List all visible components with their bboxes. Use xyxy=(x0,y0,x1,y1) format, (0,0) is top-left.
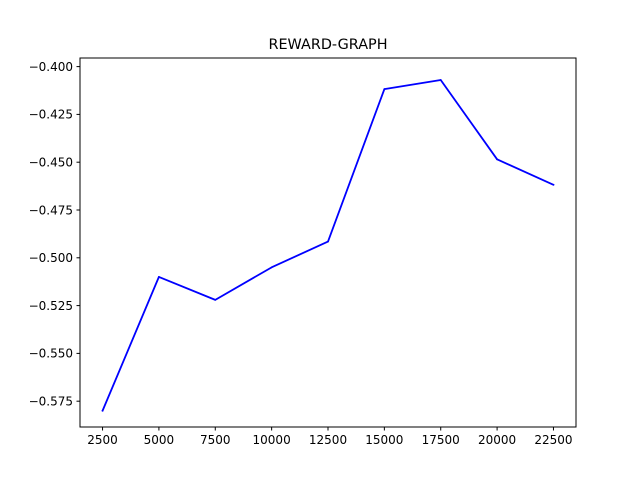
y-tick-label: −0.425 xyxy=(29,108,73,122)
y-tick-label: −0.500 xyxy=(29,251,73,265)
data-point xyxy=(439,79,442,81)
y-tick-label: −0.550 xyxy=(29,347,73,361)
data-point xyxy=(158,276,160,278)
data-point xyxy=(496,158,498,161)
x-tick-label: 7500 xyxy=(200,433,231,447)
data-point xyxy=(552,183,555,186)
x-tick-label: 17500 xyxy=(422,433,460,447)
y-tick-label: −0.475 xyxy=(29,203,73,217)
x-tick-label: 10000 xyxy=(253,433,291,447)
data-point xyxy=(270,266,273,269)
y-tick-label: −0.450 xyxy=(29,155,73,169)
x-tick-label: 2500 xyxy=(87,433,118,447)
x-tick-label: 20000 xyxy=(478,433,516,447)
data-point xyxy=(101,409,104,412)
y-tick-label: −0.525 xyxy=(29,299,73,313)
data-point xyxy=(327,240,329,243)
x-tick-label: 22500 xyxy=(534,433,572,447)
chart-title: REWARD-GRAPH xyxy=(268,37,387,53)
y-tick-label: −0.400 xyxy=(29,60,73,74)
data-point xyxy=(383,88,386,91)
y-tick-label: −0.575 xyxy=(29,394,73,408)
x-axis: 2500 5000 7500 10000 12500 15000 17500 20000 225… xyxy=(87,427,573,447)
x-tick-label: 12500 xyxy=(309,433,347,447)
x-tick-label: 5000 xyxy=(144,433,175,447)
series-layer xyxy=(101,79,555,412)
x-tick-label: 15000 xyxy=(365,433,403,447)
data-point xyxy=(214,298,217,301)
y-axis: −0.575 −0.550 −0.525 −0.500 −0.475 −0.450 −0.4… xyxy=(29,60,80,408)
